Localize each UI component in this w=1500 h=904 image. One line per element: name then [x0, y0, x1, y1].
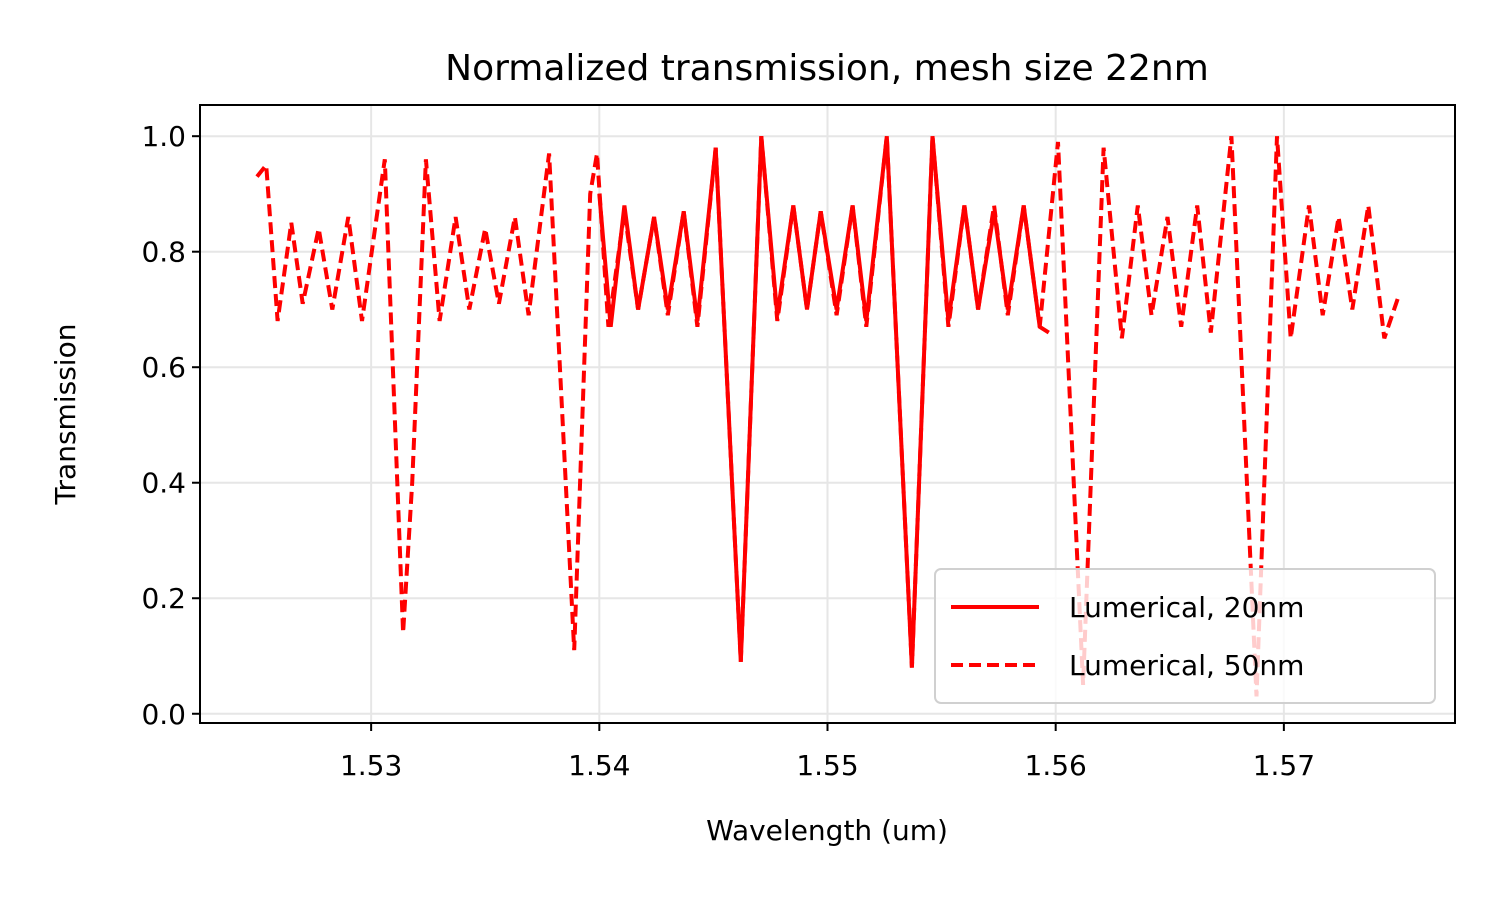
y-tick-label: 1.0	[141, 120, 186, 153]
y-tick-label: 0.6	[141, 351, 186, 384]
x-tick-label: 1.57	[1253, 749, 1315, 782]
plot-frame	[199, 104, 1456, 724]
y-tick-label: 0.8	[141, 236, 186, 269]
legend-box	[934, 568, 1436, 704]
legend-label: Lumerical, 50nm	[1069, 649, 1304, 682]
y-axis-label: Transmission	[49, 324, 82, 506]
y-tick-label: 0.4	[141, 467, 186, 500]
x-tick-label: 1.56	[1025, 749, 1087, 782]
legend-label: Lumerical, 20nm	[1069, 591, 1304, 624]
x-tick-label: 1.55	[796, 749, 858, 782]
chart-title: Normalized transmission, mesh size 22nm	[445, 48, 1209, 89]
y-tick-label: 0.0	[141, 698, 186, 731]
x-axis-label: Wavelength (um)	[706, 814, 948, 847]
y-tick-label: 0.2	[141, 582, 186, 615]
series-line	[255, 135, 1400, 697]
series-line	[597, 135, 1050, 668]
x-tick-label: 1.53	[340, 749, 402, 782]
x-tick-label: 1.54	[568, 749, 630, 782]
